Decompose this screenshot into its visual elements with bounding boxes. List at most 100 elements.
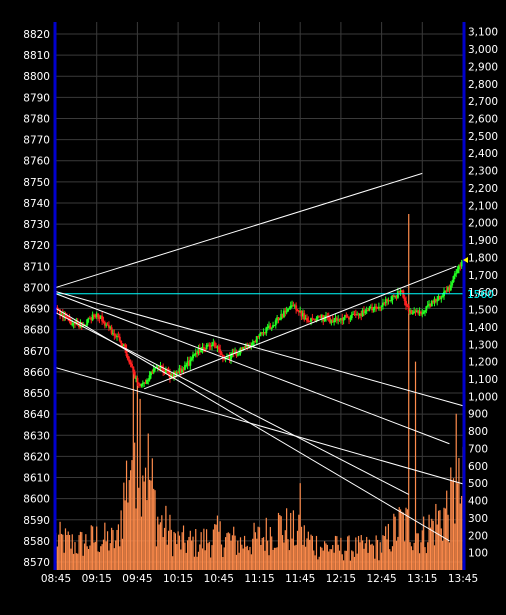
- candle-up: [250, 345, 253, 347]
- price-tick-label: 8640: [23, 409, 50, 421]
- candle-down: [459, 265, 462, 267]
- price-tick-label: 8680: [23, 325, 50, 337]
- candle-up: [337, 319, 340, 321]
- volume-tick-label: 2,400: [468, 148, 498, 160]
- candle-down: [228, 356, 231, 360]
- volume-tick-label: 1,800: [468, 252, 498, 264]
- candle-down: [445, 290, 448, 292]
- candle-up: [280, 313, 283, 320]
- candle-up: [270, 327, 273, 329]
- candle-up: [79, 322, 82, 328]
- candle-up: [421, 313, 424, 315]
- candle-up: [424, 310, 427, 313]
- candle-down: [417, 310, 420, 314]
- candle-up: [291, 305, 294, 307]
- time-tick-label: 13:45: [448, 573, 478, 585]
- candle-down: [406, 305, 409, 307]
- candle-up: [436, 300, 439, 302]
- candle-up: [266, 327, 269, 329]
- candle-up: [262, 332, 265, 334]
- volume-tick-label: 2,800: [468, 79, 498, 91]
- candle-down: [318, 316, 321, 318]
- price-tick-label: 8620: [23, 451, 50, 463]
- price-tick-label: 8710: [23, 261, 50, 273]
- candle-down: [120, 340, 123, 344]
- candle-down: [118, 336, 121, 341]
- volume-tick-label: 2,100: [468, 200, 498, 212]
- candle-down: [129, 362, 132, 365]
- trendline: [55, 308, 450, 542]
- candle-up: [364, 311, 367, 314]
- candle-down: [376, 308, 379, 310]
- volume-tick-label: 1,000: [468, 391, 498, 403]
- volume-tick-label: 1,900: [468, 235, 498, 247]
- candle-down: [133, 371, 136, 379]
- candle-up: [211, 344, 214, 347]
- candle-up: [365, 310, 368, 312]
- time-tick-label: 11:45: [285, 573, 315, 585]
- candle-up: [447, 287, 450, 291]
- candle-up: [396, 291, 399, 298]
- volume-tick-label: 600: [468, 461, 488, 473]
- candle-down: [151, 371, 154, 373]
- price-tick-label: 8630: [23, 430, 50, 442]
- candle-down: [67, 317, 70, 319]
- candle-up: [368, 307, 371, 311]
- candle-up: [87, 317, 90, 320]
- time-tick-label: 09:15: [82, 573, 112, 585]
- candle-down: [217, 346, 220, 350]
- candle-down: [419, 311, 422, 314]
- price-tick-label: 8760: [23, 156, 50, 168]
- candle-down: [346, 316, 349, 318]
- price-tick-label: 8800: [23, 71, 50, 83]
- candle-up: [422, 312, 425, 314]
- candle-down: [126, 355, 129, 360]
- candle-down: [249, 344, 252, 346]
- candle-up: [197, 348, 200, 354]
- candle-up: [206, 344, 209, 346]
- trendline: [55, 312, 409, 495]
- candle-down: [208, 344, 211, 346]
- volume-tick-label: 1,600: [468, 287, 498, 299]
- candle-down: [388, 300, 391, 302]
- candle-down: [114, 335, 117, 337]
- volume-tick-label: 700: [468, 443, 488, 455]
- trendline: [55, 172, 423, 288]
- volume-tick-label: 1,200: [468, 357, 498, 369]
- candle-down: [292, 305, 295, 307]
- candle-down: [319, 316, 322, 319]
- candle-down: [432, 300, 435, 303]
- candle-up: [324, 315, 327, 318]
- candle-up: [425, 306, 428, 311]
- candle-down: [395, 295, 398, 298]
- candle-up: [301, 313, 304, 317]
- volume-axis: 100 200 300 400 500 600 700 800 900 1,000 1,100 1,2…: [463, 27, 498, 560]
- candle-down: [219, 349, 222, 353]
- price-tick-label: 8770: [23, 135, 50, 147]
- price-tick-label: 8700: [23, 282, 50, 294]
- candle-down: [78, 325, 81, 328]
- candle-up: [390, 300, 393, 302]
- candle-down: [362, 310, 365, 314]
- candle-down: [410, 310, 413, 314]
- candle-up: [75, 321, 78, 324]
- candle-up: [285, 311, 288, 313]
- candle-up: [350, 314, 353, 319]
- candle-up: [205, 345, 208, 350]
- candle-down: [220, 352, 223, 355]
- candle-up: [440, 297, 443, 300]
- candle-up: [156, 366, 159, 368]
- candle-down: [202, 347, 205, 349]
- volume-tick-label: 3,100: [468, 27, 498, 39]
- candle-down: [107, 325, 110, 328]
- candle-up: [225, 357, 228, 359]
- volume-tick-label: 200: [468, 530, 488, 542]
- candle-down: [400, 290, 403, 292]
- candle-down: [371, 307, 374, 311]
- candle-up: [274, 320, 277, 326]
- volume-tick-label: 2,300: [468, 166, 498, 178]
- candle-up: [418, 311, 421, 314]
- volume-bars: [55, 214, 464, 570]
- candle-down: [448, 287, 451, 291]
